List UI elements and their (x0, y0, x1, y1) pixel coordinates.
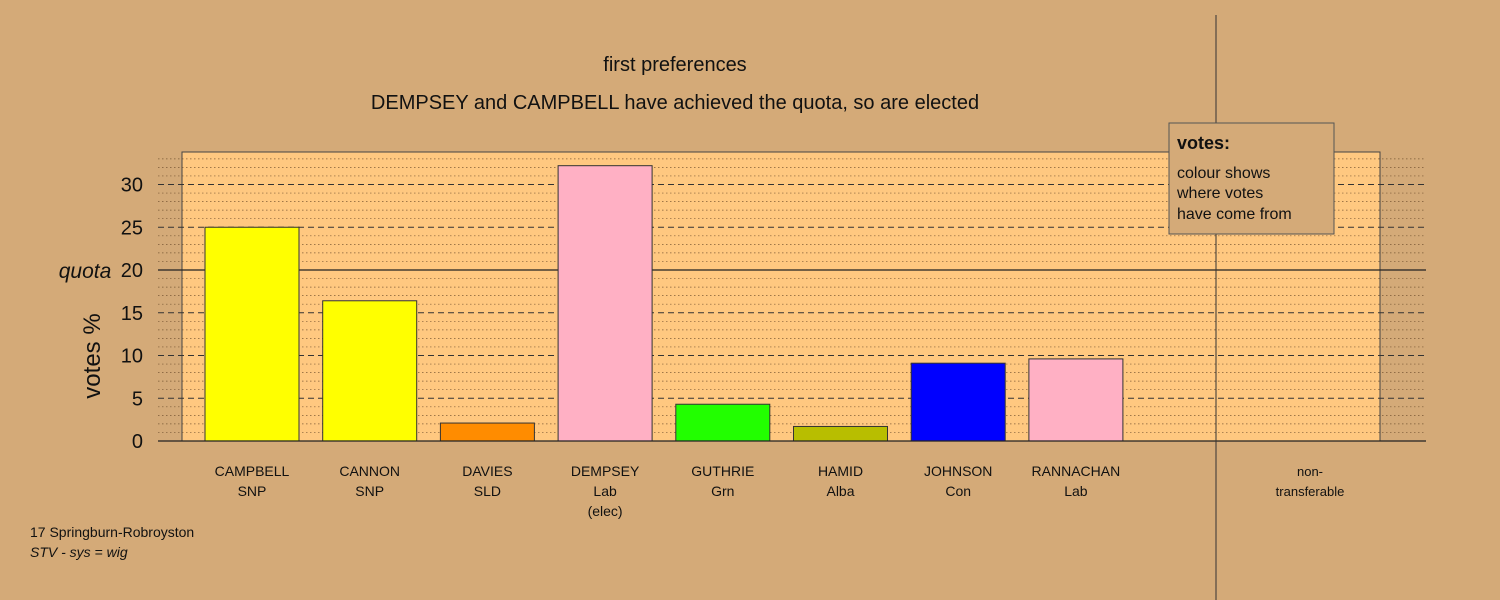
quota-label: quota (59, 260, 112, 283)
candidate-name-rannachan: RANNACHAN (1032, 463, 1121, 479)
bar-davies (439, 422, 535, 442)
candidate-name-dempsey: DEMPSEY (571, 463, 640, 479)
y-tick-label: 10 (121, 346, 143, 368)
y-tick-label: 5 (132, 388, 143, 410)
bar-dempsey (557, 165, 653, 442)
candidate-party-rannachan: Lab (1064, 483, 1088, 499)
candidate-name-campbell: CAMPBELL (215, 463, 290, 479)
axis-layer: 0 5 10 15 20 25 30 (121, 15, 1426, 600)
bars-layer (204, 165, 1124, 442)
bar-johnson (910, 362, 1006, 442)
candidate-party-dempsey: Lab (593, 483, 617, 499)
legend-title: votes: (1177, 133, 1230, 153)
legend-box: votes: colour shows where votes have com… (1168, 122, 1335, 235)
nontransferable-label-2: transferable (1276, 484, 1345, 499)
candidate-party-campbell: SNP (238, 483, 267, 499)
candidate-party-guthrie: Grn (711, 483, 734, 499)
y-tick-label: 20 (121, 260, 143, 282)
y-tick-label: 15 (121, 303, 143, 325)
candidate-party-johnson: Con (945, 483, 971, 499)
bar-campbell (204, 226, 300, 442)
system-label: STV - sys = wig (30, 544, 128, 560)
labels-layer: CAMPBELL SNP CANNON SNP DAVIES SLD DEMPSEY Lab (… (215, 463, 1345, 519)
bar-cannon (322, 300, 418, 442)
bar-guthrie (675, 403, 771, 442)
candidate-party-hamid: Alba (826, 483, 854, 499)
y-axis-label: votes % (79, 313, 106, 398)
legend-line-1: colour shows (1177, 165, 1270, 182)
candidate-name-davies: DAVIES (462, 463, 512, 479)
candidate-name-hamid: HAMID (818, 463, 863, 479)
chart-subtitle: DEMPSEY and CAMPBELL have achieved the q… (371, 92, 979, 114)
candidate-name-johnson: JOHNSON (924, 463, 992, 479)
legend-line-3: have come from (1177, 206, 1292, 223)
ward-label: 17 Springburn-Robroyston (30, 524, 195, 540)
y-tick-label: 30 (121, 175, 143, 197)
y-tick-label: 25 (121, 217, 143, 239)
candidate-party-cannon: SNP (355, 483, 384, 499)
bar-hamid (793, 425, 888, 442)
bar-rannachan (1028, 358, 1124, 442)
candidate-party-davies: SLD (474, 483, 501, 499)
candidate-name-guthrie: GUTHRIE (691, 463, 754, 479)
y-tick-label: 0 (132, 431, 143, 453)
candidate-status-dempsey: (elec) (588, 503, 623, 519)
nontransferable-label-1: non- (1297, 464, 1323, 479)
legend-line-2: where votes (1176, 185, 1263, 202)
candidate-name-cannon: CANNON (339, 463, 400, 479)
chart-title: first preferences (603, 54, 746, 76)
